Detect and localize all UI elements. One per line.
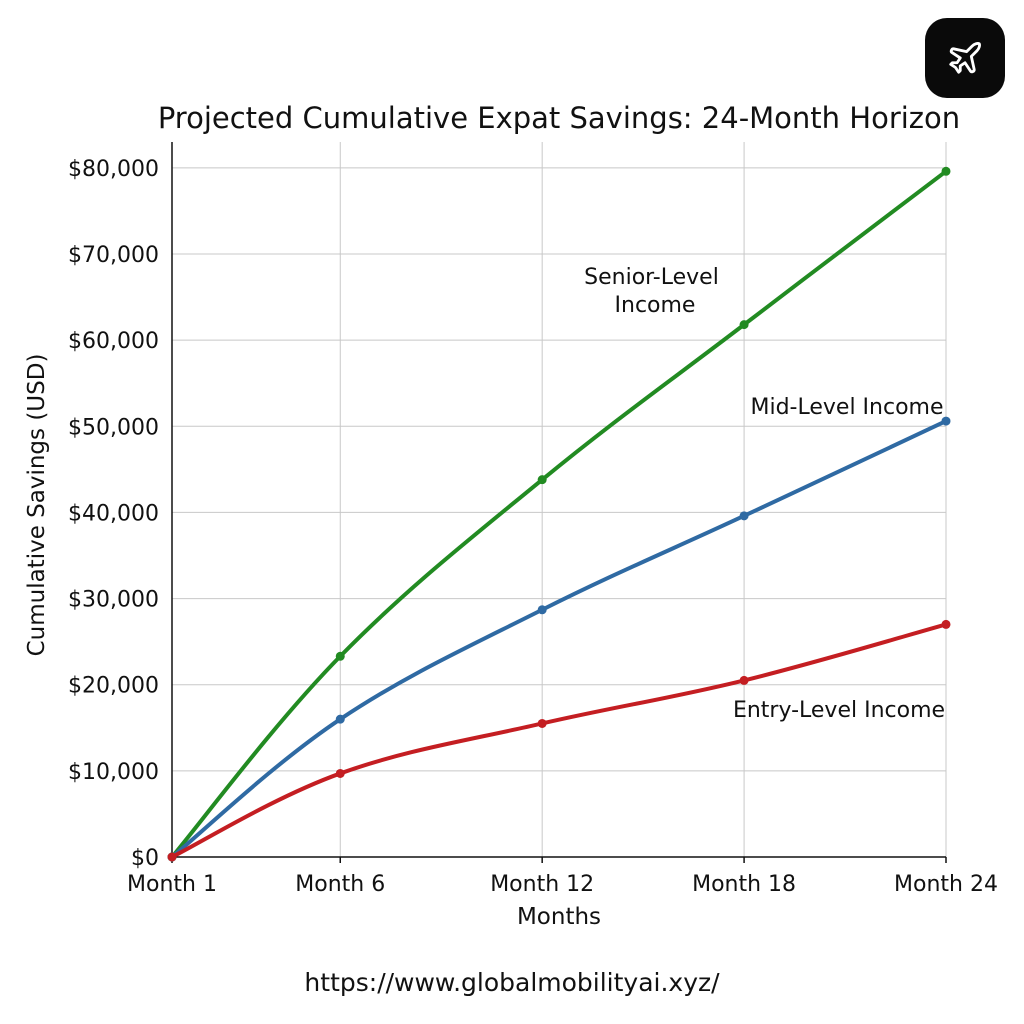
- series-label-senior-line-1: Senior-Level: [584, 265, 719, 290]
- y-tick-label: $30,000: [68, 588, 159, 613]
- x-axis-title: Months: [517, 904, 601, 930]
- series-label-mid: Mid-Level Income: [750, 395, 943, 420]
- series-labels: Senior-Level Income Mid-Level Income Ent…: [584, 265, 945, 723]
- series-line-senior: [170, 169, 948, 859]
- data-point-mid: [537, 605, 547, 615]
- series-label-senior: Senior-Level Income: [584, 265, 726, 318]
- y-tick-label: $40,000: [68, 501, 159, 526]
- y-tick-label: $80,000: [68, 157, 159, 182]
- data-point-entry: [167, 852, 177, 862]
- y-tick-label: $70,000: [68, 243, 159, 268]
- series-label-senior-line-2: Income: [615, 293, 696, 318]
- series-line-mid: [170, 419, 948, 859]
- footer-url[interactable]: https://www.globalmobilityai.xyz/: [304, 968, 720, 997]
- y-tick-label: $20,000: [68, 674, 159, 699]
- x-tick-label: Month 6: [295, 872, 385, 897]
- data-point-entry: [537, 718, 547, 728]
- y-tick-label: $60,000: [68, 329, 159, 354]
- x-tick-label: Month 18: [692, 872, 796, 897]
- grid: [171, 142, 947, 857]
- data-point-mid: [739, 511, 749, 521]
- data-point-mid: [335, 714, 345, 724]
- axes: [171, 142, 947, 863]
- y-axis-title: Cumulative Savings (USD): [24, 354, 50, 657]
- data-point-senior: [537, 475, 547, 485]
- data-point-mid: [941, 416, 951, 426]
- app-badge[interactable]: [925, 18, 1005, 98]
- x-tick-label: Month 1: [127, 872, 217, 897]
- series: [167, 166, 951, 862]
- data-point-senior: [941, 166, 951, 176]
- data-point-entry: [941, 619, 951, 629]
- series-senior: [167, 166, 951, 862]
- y-tick-labels: $0 $10,000 $20,000 $30,000 $40,000 $50,000 $60…: [68, 157, 159, 871]
- x-tick-label: Month 24: [894, 872, 998, 897]
- series-label-entry: Entry-Level Income: [733, 698, 945, 723]
- data-point-senior: [739, 320, 749, 330]
- chart-title: Projected Cumulative Expat Savings: 24-M…: [158, 101, 960, 135]
- y-tick-label: $10,000: [68, 760, 159, 785]
- x-tick-label: Month 12: [490, 872, 594, 897]
- series-line-entry: [170, 622, 948, 859]
- y-tick-label: $0: [131, 846, 159, 871]
- data-point-entry: [739, 675, 749, 685]
- airplane-icon: [949, 42, 981, 74]
- series-entry: [167, 619, 951, 862]
- data-point-entry: [335, 768, 345, 778]
- x-tick-labels: Month 1 Month 6 Month 12 Month 18 Month 24: [127, 872, 998, 897]
- y-tick-label: $50,000: [68, 415, 159, 440]
- data-point-senior: [335, 651, 345, 661]
